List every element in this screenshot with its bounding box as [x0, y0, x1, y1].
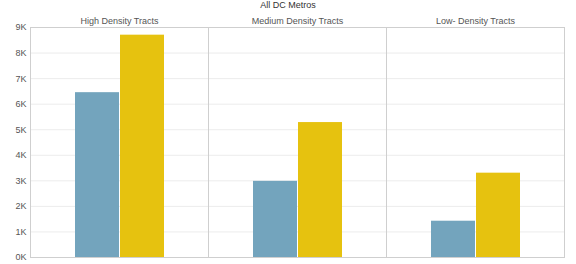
- svg-text:High Density Tracts: High Density Tracts: [80, 16, 159, 26]
- html-text:All DC Metros: All DC Metros: [260, 0, 316, 10]
- svg-text:0K: 0K: [15, 252, 26, 262]
- svg-text:2K: 2K: [15, 201, 26, 211]
- svg-text:Low- Density Tracts: Low- Density Tracts: [436, 16, 516, 26]
- svg-text:Medium Density Tracts: Medium Density Tracts: [252, 16, 344, 26]
- svg-text:8K: 8K: [15, 48, 26, 58]
- svg-text:7K: 7K: [15, 73, 26, 83]
- svg-text:5K: 5K: [15, 125, 26, 135]
- svg-text:9K: 9K: [15, 22, 26, 32]
- svg-text:3K: 3K: [15, 176, 26, 186]
- svg-text:6K: 6K: [15, 99, 26, 109]
- svg-text:1K: 1K: [15, 227, 26, 237]
- svg-text:4K: 4K: [15, 150, 26, 160]
